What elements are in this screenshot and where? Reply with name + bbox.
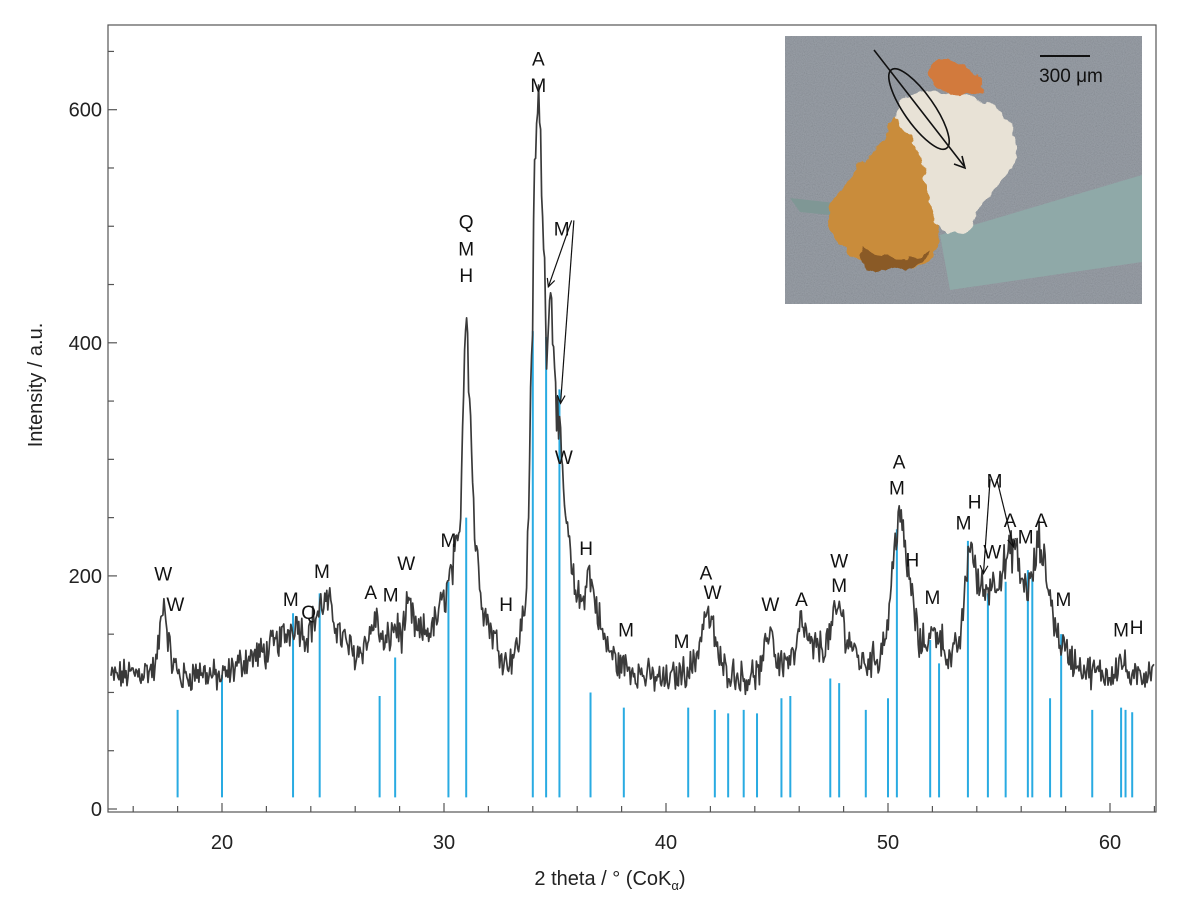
y-tick-label: 400 — [69, 333, 102, 355]
peak-label: H — [906, 551, 920, 572]
x-tick-label: 60 — [1099, 832, 1121, 854]
peak-label: M — [831, 576, 847, 597]
peak-label: M — [314, 562, 330, 583]
peak-label: H — [579, 539, 593, 560]
x-axis-ticks: 20 30 40 50 60 — [132, 803, 1156, 854]
diffraction-pattern — [110, 84, 1155, 696]
peak-label: H — [499, 595, 513, 616]
inset-sample-shadow — [860, 245, 930, 272]
peak-label: M — [1055, 590, 1071, 611]
peak-label: W — [704, 583, 722, 604]
annotation-arrowhead — [979, 564, 989, 575]
x-axis-title: 2 theta / ° (CoKα) — [534, 868, 685, 893]
annotation-arrowhead — [1007, 537, 1016, 549]
peak-label: M — [618, 621, 634, 642]
peak-label: W — [166, 595, 184, 616]
peak-label: A — [1035, 511, 1048, 532]
annotation-arrow — [547, 220, 573, 288]
peak-label: H — [1130, 618, 1144, 639]
annotation-arrow — [996, 479, 1015, 547]
peak-label: W — [983, 542, 1001, 563]
pattern-line — [110, 84, 1155, 696]
peak-label: Q — [301, 603, 316, 624]
plot-frame — [107, 24, 1157, 813]
x-tick-label: 40 — [655, 832, 677, 854]
inset-scale-label: 300 μm — [1039, 66, 1103, 87]
x-tick-label: 20 — [211, 832, 233, 854]
peak-label: A — [795, 590, 808, 611]
peak-label: A — [893, 453, 906, 474]
peak-label: M — [1113, 621, 1129, 642]
x-tick-label: 30 — [433, 832, 455, 854]
inset-measurement-ellipse — [888, 67, 950, 151]
peak-label: H — [968, 492, 982, 513]
annotation-arrow — [982, 479, 991, 574]
peak-label: M — [530, 76, 546, 97]
x-axis-title-main: 2 theta / ° (CoK — [534, 868, 672, 890]
peak-label: W — [555, 448, 573, 469]
annotation-arrowhead — [556, 394, 566, 405]
reference-lines — [176, 331, 1134, 798]
y-tick-label: 600 — [69, 100, 102, 122]
peak-label: A — [532, 49, 545, 70]
peak-label: W — [397, 554, 415, 575]
peak-label: Q — [459, 213, 474, 234]
peak-label: A — [1004, 511, 1017, 532]
peak-label: M — [554, 220, 570, 241]
x-axis-title-suffix: ) — [679, 868, 686, 890]
peak-label: A — [364, 583, 377, 604]
y-tick-label: 0 — [91, 799, 102, 821]
peak-label: M — [283, 590, 299, 611]
peak-label: W — [154, 565, 172, 586]
y-axis-title: Intensity / a.u. — [25, 323, 47, 448]
peak-label: M — [441, 531, 457, 552]
peak-label: M — [674, 632, 690, 653]
y-axis-ticks: 0 200 400 600 — [69, 50, 117, 821]
peak-label: A — [700, 563, 713, 584]
x-axis-title-subscript: α — [671, 878, 679, 893]
peak-label: H — [459, 266, 473, 287]
y-tick-label: 200 — [69, 566, 102, 588]
inset-substrate-strip — [940, 175, 1142, 290]
annotation-arrow — [559, 220, 575, 404]
annotation-arrowhead — [546, 277, 556, 289]
peak-label: M — [458, 239, 474, 260]
annotation-arrows — [546, 220, 1016, 575]
peak-label: M — [383, 586, 399, 607]
peak-label: M — [956, 513, 972, 534]
peak-label: W — [761, 595, 779, 616]
inset-scan-arrowhead — [953, 155, 967, 170]
inset-scan-line — [873, 49, 965, 167]
inset-photo: 300 μm — [785, 36, 1142, 304]
peak-label: M — [1018, 527, 1034, 548]
x-tick-label: 50 — [877, 832, 899, 854]
inset-sample-orange-spot — [929, 59, 985, 96]
peak-label: M — [889, 478, 905, 499]
peak-label: W — [830, 552, 848, 573]
peak-label: M — [924, 588, 940, 609]
peak-label: M — [987, 471, 1003, 492]
inset-sample-white — [895, 90, 1018, 236]
